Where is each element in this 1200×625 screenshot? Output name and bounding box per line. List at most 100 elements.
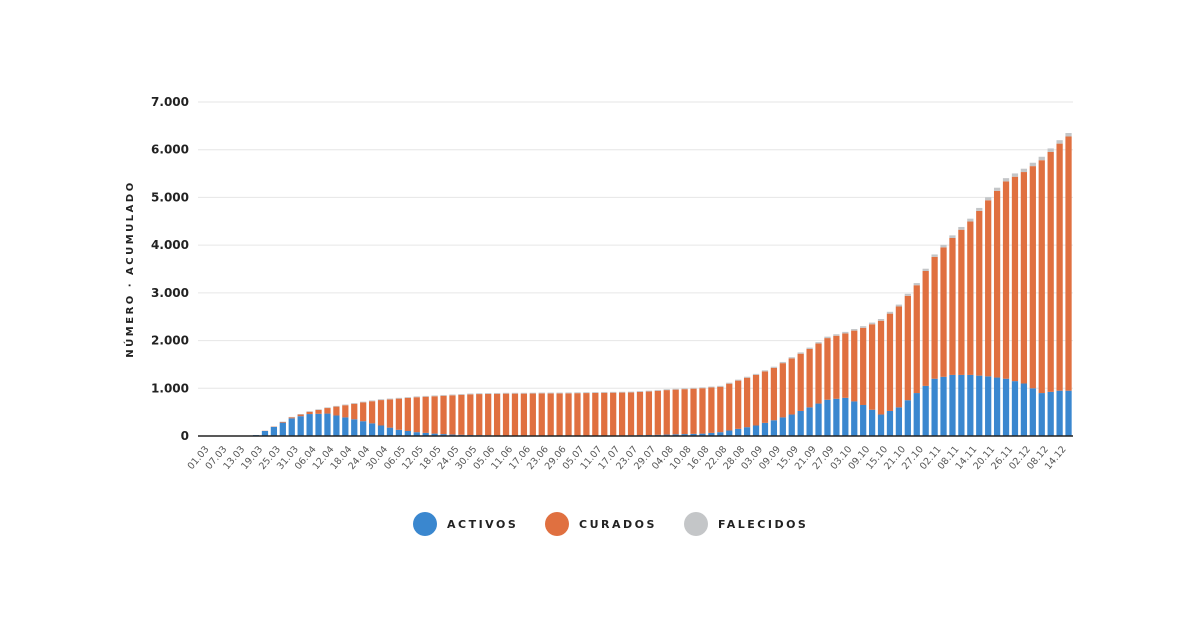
bar-segment [833, 334, 839, 335]
bar-segment [1003, 178, 1009, 181]
bar-segment [1021, 384, 1027, 436]
bar-segment [548, 393, 554, 435]
bar-segment [298, 415, 304, 417]
bar-segment [923, 386, 929, 436]
bar-segment [485, 393, 491, 394]
bar-segment [708, 387, 714, 432]
bar-segment [967, 222, 973, 375]
bar-segment [565, 392, 571, 393]
bar-segment [798, 352, 804, 353]
bar-segment [789, 415, 795, 436]
bar-segment [280, 422, 286, 423]
bar-segment [699, 387, 705, 388]
bar-segment [985, 197, 991, 200]
bar-segment [1003, 379, 1009, 436]
y-tick-label: 7.000 [151, 95, 189, 109]
bar-segment [387, 428, 393, 436]
bar-segment [994, 191, 1000, 378]
bar-segment [789, 358, 795, 414]
bar-segment [306, 411, 312, 412]
bar-segment [637, 392, 643, 435]
bar-segment [315, 414, 321, 436]
bar-segment [860, 405, 866, 436]
bar-segment [878, 319, 884, 321]
bar-segment [914, 283, 920, 285]
y-tick-label: 2.000 [151, 334, 189, 348]
bar-segment [360, 421, 366, 436]
bar-segment [458, 394, 464, 395]
bar-segment [298, 416, 304, 436]
bar-segment [378, 399, 384, 400]
legend-marker [684, 512, 708, 536]
bar-segment [315, 409, 321, 410]
bar-segment [967, 375, 973, 436]
bar-segment [360, 402, 366, 421]
bar-segment [842, 398, 848, 436]
bar-segment [833, 399, 839, 436]
bar-segment [306, 414, 312, 436]
bar-segment [753, 426, 759, 436]
bar-segment [619, 392, 625, 393]
bar-segment [905, 400, 911, 436]
bar-segment [574, 392, 580, 393]
bar-segment [646, 391, 652, 392]
bar-segment [592, 392, 598, 393]
bar-segment [530, 394, 536, 436]
bar-segment [905, 294, 911, 296]
bar-segment [423, 396, 429, 397]
bar-segment [958, 227, 964, 230]
bar-segment [369, 423, 375, 436]
bar-segment [369, 401, 375, 423]
bar-segment [414, 396, 420, 397]
bar-segment [333, 407, 339, 416]
bar-segment [931, 254, 937, 256]
bar-segment [717, 386, 723, 387]
bar-segment [735, 380, 741, 381]
bar-segment [1048, 152, 1054, 392]
bar-segment [824, 337, 830, 338]
bar-segment [744, 378, 750, 427]
y-tick-label: 6.000 [151, 143, 189, 157]
bar-segment [387, 399, 393, 400]
bar-segment [976, 376, 982, 436]
bar-segment [324, 408, 330, 414]
bar-segment [592, 393, 598, 436]
bar-segment [342, 417, 348, 436]
bar-segment [530, 393, 536, 394]
bar-segment [664, 390, 670, 434]
bar-segment [949, 238, 955, 375]
bar-segment [396, 430, 402, 436]
bar-segment [958, 375, 964, 436]
y-tick-label: 3.000 [151, 286, 189, 300]
bar-segment [860, 328, 866, 405]
bar-segment [1039, 393, 1045, 436]
bar-segment [780, 363, 786, 417]
bar-segment [726, 383, 732, 384]
bar-segment [458, 395, 464, 435]
bar-segment [342, 405, 348, 417]
bar-segment [1056, 144, 1062, 391]
bar-segment [887, 314, 893, 411]
bar-segment [869, 323, 875, 325]
bar-segment [378, 400, 384, 425]
bar-segment [637, 391, 643, 392]
bar-segment [726, 384, 732, 431]
bar-segment [994, 378, 1000, 436]
bar-segment [1021, 172, 1027, 383]
bar-segment [351, 403, 357, 404]
bar-segment [708, 387, 714, 388]
bar-segment [699, 388, 705, 433]
bar-segment [324, 414, 330, 436]
bar-segment [824, 338, 830, 400]
bar-segment [1056, 140, 1062, 143]
bar-segment [744, 377, 750, 378]
bar-segment [1039, 157, 1045, 160]
bar-segment [449, 394, 455, 395]
bar-segment [798, 354, 804, 411]
bar-segment [815, 404, 821, 436]
bar-segment [860, 326, 866, 328]
bar-segment [440, 395, 446, 396]
bar-segment [896, 305, 902, 307]
bar-segment [869, 410, 875, 436]
bar-segment [914, 285, 920, 393]
